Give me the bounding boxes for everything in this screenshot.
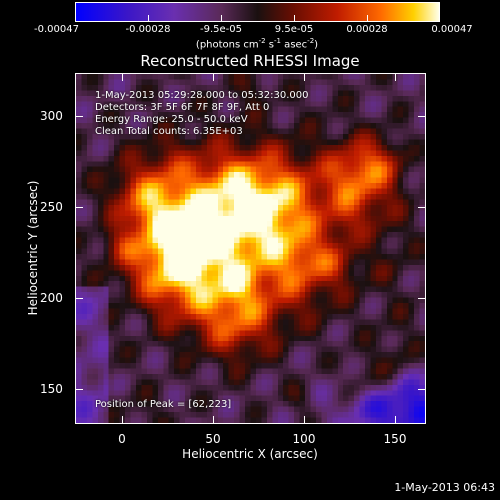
colorbar-tick	[148, 15, 149, 22]
y-tick	[418, 298, 426, 299]
colorbar-label: -0.00047	[34, 24, 79, 35]
colorbar-label: 0.00028	[346, 24, 388, 35]
colorbar-label: 0.00047	[431, 24, 473, 35]
units-text: (photons cm	[195, 39, 259, 51]
rhessi-image	[75, 73, 426, 424]
colorbar-units: (photons cm-2 s-1 asec-2)	[196, 37, 318, 50]
x-axis-label: Heliocentric X (arcsec)	[182, 447, 318, 461]
units-exponent: -2	[307, 37, 315, 45]
x-tick	[304, 73, 305, 81]
colorbar-tick	[367, 15, 368, 22]
y-axis-label: Heliocentric Y (arcsec)	[26, 180, 40, 316]
colorbar-label: -9.5e-05	[200, 24, 242, 35]
x-tick	[395, 73, 396, 81]
units-exponent: -2	[258, 37, 266, 45]
y-tick	[418, 116, 426, 117]
colorbar-tick	[75, 15, 76, 22]
y-tick-label: 250	[40, 200, 63, 214]
x-tick	[213, 416, 214, 424]
x-tick	[395, 416, 396, 424]
colorbar-label: 9.5e-05	[274, 24, 314, 35]
date-stamp: 1-May-2013 06:43	[394, 481, 495, 494]
x-tick-label: 150	[383, 432, 407, 446]
units-text: )	[314, 39, 319, 51]
x-tick-label: 100	[292, 432, 316, 446]
units-text: asec	[281, 39, 308, 51]
y-tick	[75, 389, 83, 390]
x-tick-label: 0	[118, 432, 126, 446]
info-method: Clean Total counts: 6.35E+03	[95, 126, 243, 137]
y-tick-label: 200	[40, 291, 63, 305]
colorbar	[75, 2, 440, 22]
info-time-range: 1-May-2013 05:29:28.000 to 05:32:30.000	[95, 90, 309, 101]
info-detectors: Detectors: 3F 5F 6F 7F 8F 9F, Att 0	[95, 102, 270, 113]
y-tick	[418, 207, 426, 208]
x-tick-label: 50	[205, 432, 221, 446]
colorbar-tick	[221, 15, 222, 22]
colorbar-tick	[439, 15, 440, 22]
x-tick	[122, 416, 123, 424]
y-tick-label: 300	[40, 109, 63, 123]
y-tick-label: 150	[40, 382, 63, 396]
info-energy: Energy Range: 25.0 - 50.0 keV	[95, 114, 248, 125]
y-tick	[75, 207, 83, 208]
x-tick	[122, 73, 123, 81]
y-tick	[418, 389, 426, 390]
info-peak: Position of Peak = [62,223]	[95, 399, 232, 410]
rhessi-image-canvas	[76, 74, 425, 423]
y-tick	[75, 116, 83, 117]
units-text: s	[265, 39, 275, 51]
y-tick	[75, 298, 83, 299]
x-tick	[213, 73, 214, 81]
colorbar-tick	[294, 15, 295, 22]
plot-title: Reconstructed RHESSI Image	[140, 52, 360, 70]
x-tick	[304, 416, 305, 424]
colorbar-label: -0.00028	[125, 24, 171, 35]
units-exponent: -1	[274, 37, 282, 45]
